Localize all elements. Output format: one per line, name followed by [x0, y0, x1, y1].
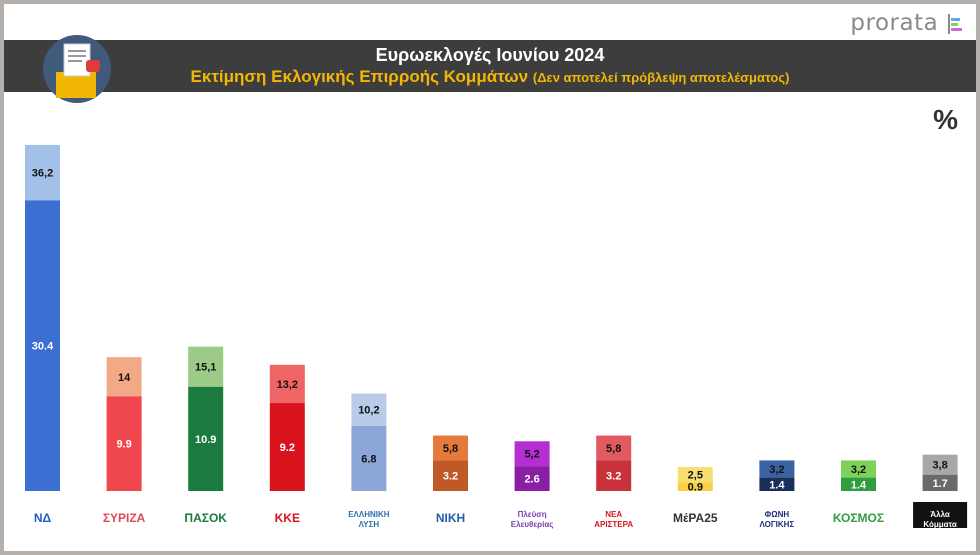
bar-total-label: 2,5: [688, 470, 703, 482]
chart-title: Ευρωεκλογές Ιουνίου 2024: [375, 45, 605, 65]
party-logo-text: ΛΟΓΙΚΗΣ: [760, 520, 795, 529]
bar-range-segment: [106, 357, 142, 397]
party-logo-text: Πλεύση: [518, 510, 547, 519]
bar-base-label: 3.2: [606, 471, 621, 483]
bar-base-segment: [514, 466, 550, 491]
bar-total-label: 36,2: [32, 168, 53, 180]
bar-base-segment: [922, 474, 958, 491]
bar-base-segment: [188, 386, 224, 491]
subtitle-note: (Δεν αποτελεί πρόβλεψη αποτελέσματος): [532, 70, 790, 85]
bar-base-segment: [433, 460, 468, 491]
bar-total-label: 15,1: [195, 362, 216, 374]
bar-base-label: 9.9: [116, 439, 131, 451]
party-logo-text: ΠΑΣΟΚ: [184, 511, 227, 525]
infographic-frame: prorata Ευρωεκλογές Ιουνίου 2024 Εκτίμησ…: [4, 4, 976, 551]
bar-base-segment: [269, 403, 305, 491]
brand-logo: prorata: [850, 10, 962, 36]
bar-base-label: 3.2: [443, 471, 458, 483]
bar-range-segment: [677, 467, 713, 483]
party-logo-text: ΚΚΕ: [275, 511, 300, 525]
bar-total-label: 10,2: [358, 405, 379, 417]
bar-base-segment: [841, 477, 876, 491]
bar-base-label: 10.9: [195, 434, 216, 446]
party-logo-text: ΝΕΑ: [605, 510, 622, 519]
bar-total-label: 3,2: [851, 464, 866, 476]
header-banner: Ευρωεκλογές Ιουνίου 2024 Εκτίμηση Εκλογι…: [4, 40, 976, 92]
bar-base-segment: [596, 460, 632, 491]
bar-range-segment: [269, 364, 305, 404]
bar-total-label: 3,2: [769, 464, 784, 476]
party-logo-text: ΛΥΣΗ: [359, 520, 380, 529]
bar-range-segment: [351, 393, 387, 426]
party-logo-text: Άλλα: [930, 510, 950, 519]
bar-base-label: 1.4: [769, 479, 785, 491]
bar-base-segment: [106, 396, 142, 491]
bar-base-segment: [25, 200, 60, 491]
bar-chart: 36,2 30.4 ΝΔ 14 9.9 ΣΥΡΙΖΑ 15,1 10.9 ΠΑΣΟΚ 13,2 9.…: [25, 144, 968, 529]
bar-range-segment: [841, 460, 876, 478]
ballot-box-icon: [43, 35, 111, 103]
bar-range-segment: [514, 441, 550, 467]
party-logo-text: Ελευθερίας: [511, 520, 554, 529]
party-logo-text: ΝΔ: [34, 511, 52, 525]
bar-base-label: 0.9: [688, 482, 703, 494]
party-logo-text: ΜέΡΑ25: [673, 511, 718, 525]
bar-base-segment: [351, 425, 387, 491]
party-logo-text: ΝΙΚΗ: [436, 511, 465, 525]
bar-base-label: 9.2: [280, 442, 295, 454]
party-logo-text: ΚΟΣΜΟΣ: [833, 511, 884, 525]
bar-base-segment: [677, 482, 713, 491]
bar-base-segment: [759, 477, 795, 491]
party-logo-text: ΑΡΙΣΤΕΡΑ: [594, 520, 633, 529]
brand-bars-icon: [948, 13, 962, 34]
bar-base-label: 1.7: [932, 478, 947, 490]
bar-base-label: 6.8: [361, 453, 376, 465]
bar-total-label: 5,8: [443, 443, 458, 455]
party-logo-text: Κόμματα: [923, 520, 957, 529]
bar-total-label: 5,2: [524, 449, 539, 461]
brand-name: prorata: [850, 10, 939, 36]
bar-total-label: 3,8: [932, 460, 947, 472]
bar-range-segment: [433, 435, 468, 461]
bar-total-label: 5,8: [606, 443, 621, 455]
party-logo-text: ΣΥΡΙΖΑ: [103, 511, 146, 525]
bar-base-label: 2.6: [524, 474, 539, 486]
bar-total-label: 14: [118, 372, 131, 384]
unit-symbol: %: [933, 104, 958, 135]
bar-range-segment: [596, 435, 632, 461]
bar-total-label: 13,2: [277, 379, 298, 391]
party-logo-box: [913, 502, 968, 528]
bar-range-segment: [25, 144, 60, 201]
bar-base-label: 30.4: [32, 341, 54, 353]
bar-range-segment: [922, 454, 958, 475]
bar-range-segment: [759, 460, 795, 478]
subtitle-text: Εκτίμηση Εκλογικής Επιρροής Κομμάτων: [190, 67, 529, 86]
party-logo-text: ΕΛΛΗΝΙΚΗ: [348, 510, 390, 519]
party-logo-text: ΦΩΝΗ: [765, 510, 790, 519]
bar-range-segment: [188, 346, 224, 387]
chart-subtitle: Εκτίμηση Εκλογικής Επιρροής Κομμάτων (Δε…: [4, 67, 976, 87]
bar-base-label: 1.4: [851, 479, 867, 491]
